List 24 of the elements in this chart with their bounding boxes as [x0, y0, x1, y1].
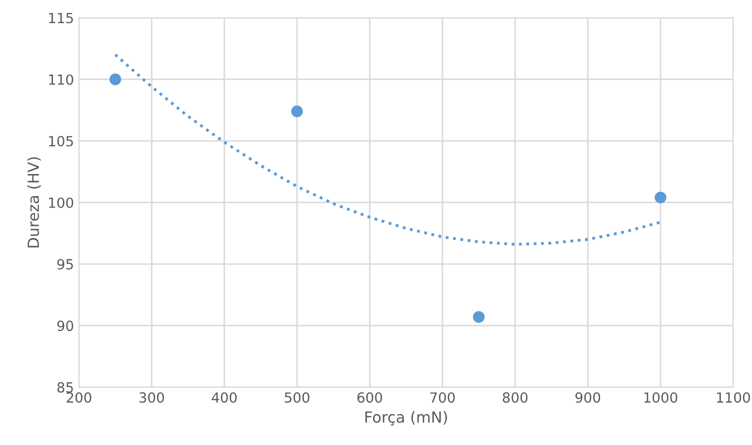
- x-tick-label: 700: [430, 392, 455, 403]
- point: [654, 192, 666, 204]
- point: [472, 311, 485, 323]
- y-tick-label: 85: [57, 382, 73, 393]
- x-tick-label: 600: [357, 392, 382, 403]
- x-tick-label: 900: [575, 392, 600, 403]
- y-tick-label: 105: [49, 136, 73, 146]
- line-series: [114, 53, 662, 246]
- x-tick-label: 300: [139, 392, 164, 403]
- y-axis-title: Dureza (HV): [27, 157, 41, 248]
- x-axis-title: Força (mN): [365, 411, 447, 426]
- y-tick-label: 110: [49, 74, 74, 85]
- x-tick-label: 1100: [717, 392, 750, 403]
- y-tick-label: 95: [57, 259, 73, 270]
- x-tick-label: 400: [212, 392, 237, 403]
- x-tick-label: 800: [502, 392, 528, 403]
- x-tick-label: 1000: [644, 392, 678, 403]
- x-tick-label: 500: [284, 392, 310, 403]
- x-tick-label: 200: [66, 392, 92, 403]
- y-tick-label: 115: [49, 12, 73, 24]
- y-tick-label: 100: [49, 197, 74, 208]
- y-tick-label: 90: [57, 320, 74, 332]
- point: [291, 106, 303, 118]
- point: [109, 74, 122, 86]
